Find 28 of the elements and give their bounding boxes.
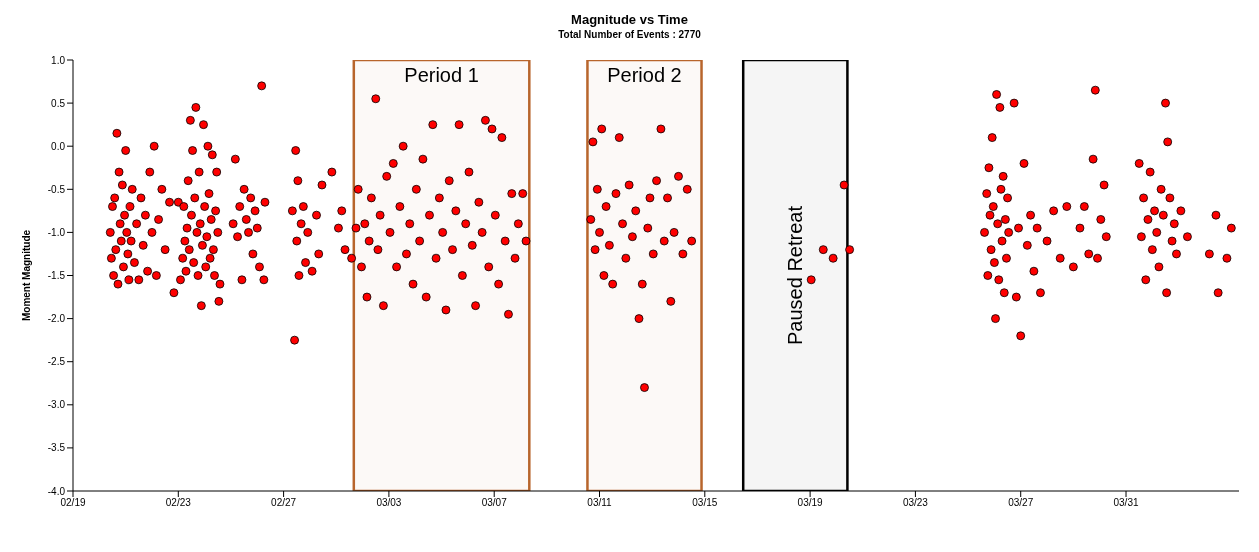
- y-tick-label: 0.0: [51, 140, 66, 152]
- x-tick-label: 03/11: [587, 497, 613, 509]
- x-tick-label: 02/19: [60, 497, 86, 509]
- y-tick-label: -1.5: [47, 270, 66, 282]
- x-tick-label: 03/19: [797, 497, 824, 509]
- x-tick-label: 03/27: [1008, 497, 1034, 509]
- x-tick-label: 02/27: [271, 497, 297, 509]
- y-tick-label: 0.5: [51, 97, 66, 109]
- y-tick-label: -2.0: [47, 313, 66, 325]
- band-label: Period 1: [404, 64, 479, 86]
- y-tick-label: -0.5: [47, 183, 66, 195]
- y-tick-label: -3.0: [47, 399, 66, 411]
- y-tick-label: -3.5: [47, 442, 66, 454]
- x-tick-label: 03/03: [376, 497, 402, 509]
- x-tick-label: 03/15: [692, 497, 718, 509]
- y-axis-title: Moment Magnitude: [20, 229, 32, 322]
- chart-subtitle: Total Number of Events : 2770: [557, 29, 702, 40]
- band-label: Paused Retreat: [784, 205, 807, 345]
- y-tick-label: -4.0: [47, 485, 66, 497]
- band-label: Period 2: [607, 64, 682, 86]
- y-tick-label: -2.5: [47, 356, 66, 368]
- chart-title: Magnitude vs Time: [570, 12, 689, 27]
- x-tick-label: 03/23: [902, 497, 929, 509]
- y-tick-label: 1.0: [51, 54, 66, 66]
- x-tick-label: 03/07: [481, 497, 508, 509]
- y-tick-label: -1.0: [47, 226, 66, 238]
- x-tick-label: 02/23: [165, 497, 192, 509]
- x-tick-label: 03/31: [1113, 497, 1139, 509]
